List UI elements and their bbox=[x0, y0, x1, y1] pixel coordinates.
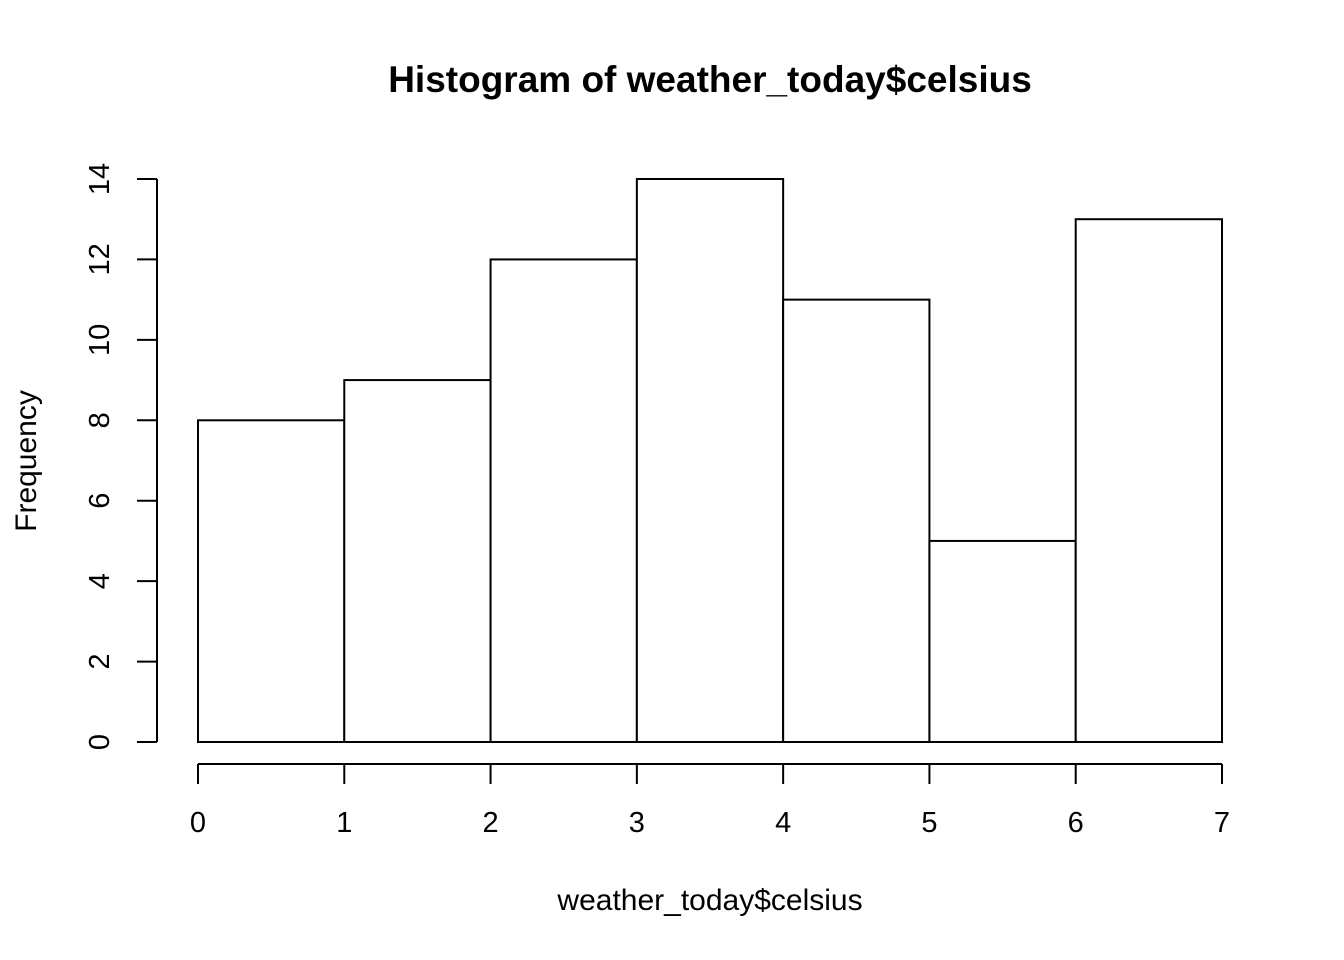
x-tick-label: 7 bbox=[1214, 807, 1230, 839]
x-tick-label: 4 bbox=[775, 807, 791, 839]
histogram-bar bbox=[635, 178, 785, 743]
bars-group bbox=[197, 178, 1223, 744]
x-tick-label: 1 bbox=[336, 807, 352, 839]
y-tick-label: 0 bbox=[84, 734, 116, 750]
chart-title: Histogram of weather_today$celsius bbox=[388, 59, 1032, 100]
histogram-bar bbox=[197, 419, 346, 743]
y-axis-label: Frequency bbox=[10, 390, 43, 532]
y-tick-label: 12 bbox=[84, 243, 116, 275]
y-axis: 0 2 4 6 8 10 12 14 bbox=[84, 163, 158, 750]
histogram-bar bbox=[928, 539, 1077, 744]
x-tick-label: 6 bbox=[1068, 807, 1084, 839]
y-tick-label: 4 bbox=[84, 573, 116, 589]
histogram-bar bbox=[343, 379, 492, 743]
y-tick-label: 10 bbox=[84, 324, 116, 356]
y-tick-label: 14 bbox=[84, 163, 116, 195]
x-axis-label: weather_today$celsius bbox=[556, 884, 862, 917]
histogram-bar bbox=[782, 298, 931, 743]
x-tick-label: 2 bbox=[483, 807, 499, 839]
y-tick-label: 6 bbox=[84, 493, 116, 509]
x-tick-label: 0 bbox=[190, 807, 206, 839]
histogram-bar bbox=[489, 258, 638, 743]
x-tick-label: 3 bbox=[629, 807, 645, 839]
histogram-bar bbox=[1074, 218, 1223, 743]
x-axis: 0 1 2 3 4 5 6 7 bbox=[190, 763, 1230, 839]
x-tick-label: 5 bbox=[921, 807, 937, 839]
y-tick-label: 2 bbox=[84, 654, 116, 670]
y-tick-label: 8 bbox=[84, 412, 116, 428]
